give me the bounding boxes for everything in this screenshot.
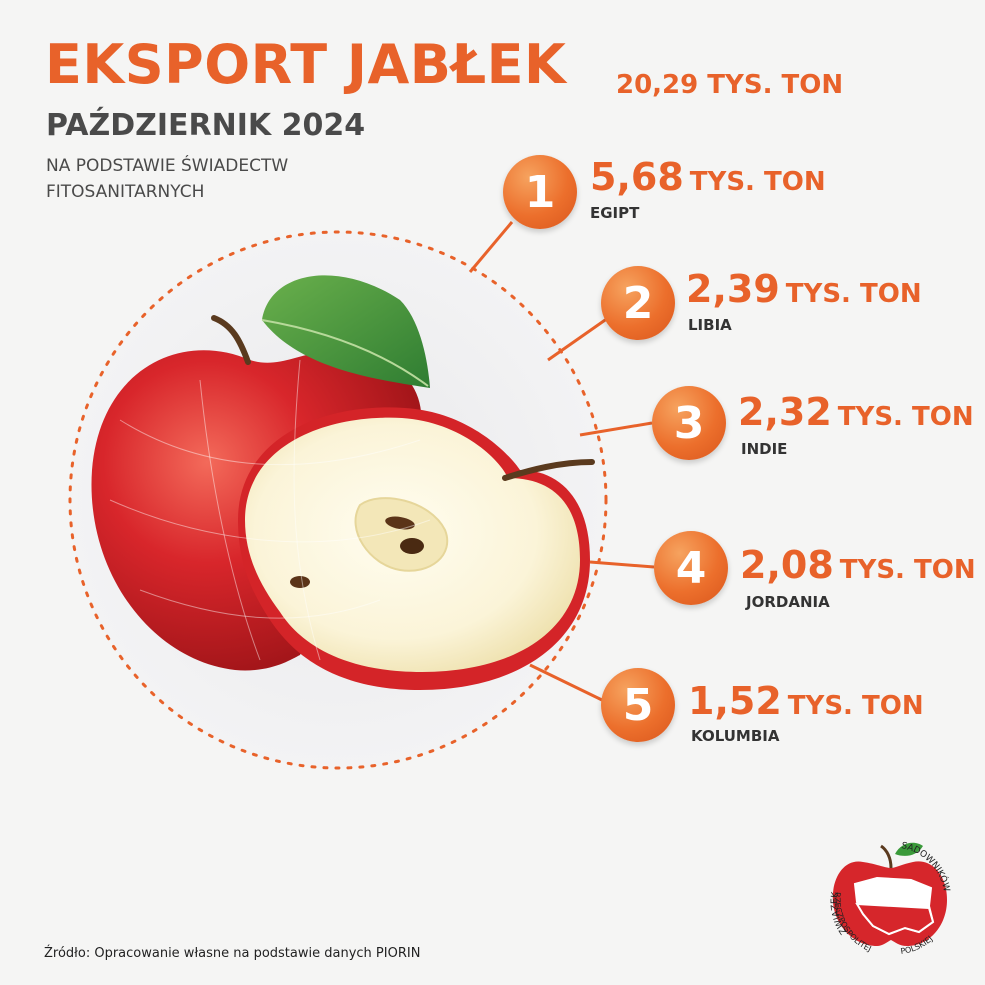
connector-lines: [468, 221, 655, 702]
value-1: 5,68 TYS. TON: [590, 158, 826, 196]
value-4: 2,08 TYS. TON: [740, 546, 976, 584]
country-1: EGIPT: [590, 204, 640, 222]
value-unit-3: TYS. TON: [837, 402, 974, 432]
country-5: KOLUMBIA: [691, 727, 780, 745]
source-note: Źródło: Opracowanie własne na podstawie …: [44, 946, 421, 961]
country-2: LIBIA: [688, 316, 732, 334]
value-unit-4: TYS. TON: [839, 555, 976, 585]
value-number-4: 2,08: [740, 543, 834, 587]
value-unit-2: TYS. TON: [785, 279, 922, 309]
rank-badge-5: 5: [601, 668, 675, 742]
rank-badge-3: 3: [652, 386, 726, 460]
apple-poland-map-logo: ZWIĄZEK SADOWNIKÓW RZECZPOSPOLITEJ POLSK…: [830, 841, 951, 956]
country-3: INDIE: [741, 440, 788, 458]
value-3: 2,32 TYS. TON: [738, 393, 974, 431]
page-subtitle: PAŹDZIERNIK 2024: [46, 108, 366, 143]
rank-badge-2: 2: [601, 266, 675, 340]
value-number-5: 1,52: [688, 679, 782, 723]
value-number-1: 5,68: [590, 155, 684, 199]
page-title: EKSPORT JABŁEK: [45, 33, 567, 96]
value-number-2: 2,39: [686, 267, 780, 311]
data-note: NA PODSTAWIE ŚWIADECTW FITOSANITARNYCH: [46, 156, 289, 202]
value-2: 2,39 TYS. TON: [686, 270, 922, 308]
rank-badge-1: 1: [503, 155, 577, 229]
value-unit-5: TYS. TON: [787, 691, 924, 721]
country-4: JORDANIA: [746, 593, 830, 611]
value-5: 1,52 TYS. TON: [688, 682, 924, 720]
value-number-3: 2,32: [738, 390, 832, 434]
value-unit-1: TYS. TON: [689, 167, 826, 197]
total-value: 20,29 TYS. TON: [616, 70, 844, 100]
rank-badge-4: 4: [654, 531, 728, 605]
